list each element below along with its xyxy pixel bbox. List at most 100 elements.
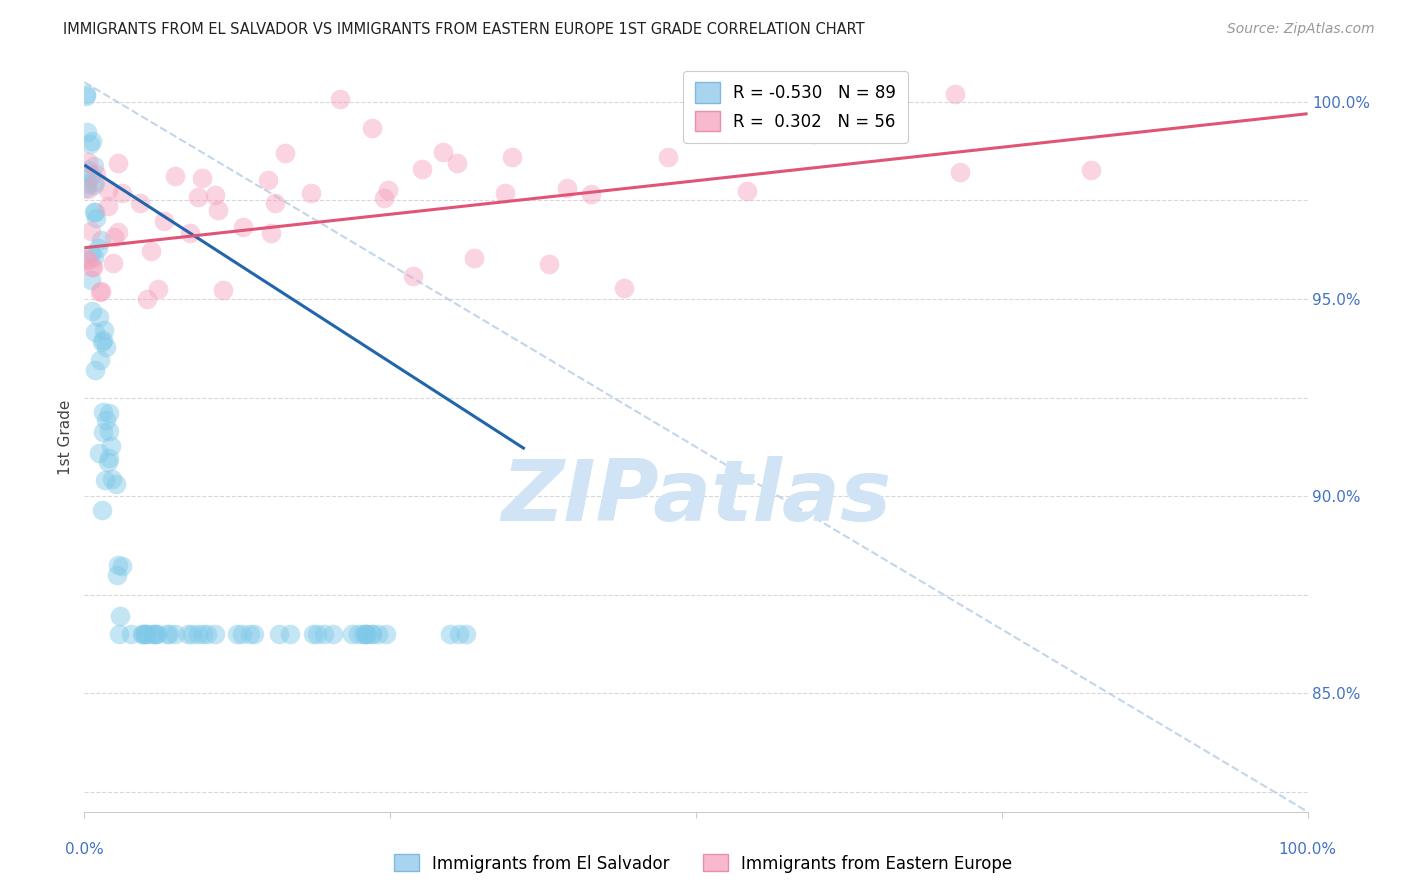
Point bbox=[207, 202, 229, 217]
Point bbox=[195, 627, 218, 641]
Point bbox=[83, 250, 105, 264]
Point bbox=[1080, 163, 1102, 178]
Point bbox=[153, 214, 176, 228]
Point bbox=[340, 627, 363, 641]
Point bbox=[101, 256, 124, 270]
Point bbox=[354, 627, 377, 641]
Point bbox=[89, 285, 111, 299]
Point bbox=[242, 627, 264, 641]
Point bbox=[87, 310, 110, 325]
Point bbox=[91, 425, 114, 439]
Point bbox=[97, 406, 120, 420]
Point bbox=[136, 292, 159, 306]
Point bbox=[93, 323, 115, 337]
Point bbox=[97, 199, 120, 213]
Point bbox=[446, 156, 468, 170]
Point bbox=[98, 424, 121, 438]
Point bbox=[83, 175, 105, 189]
Point bbox=[134, 627, 156, 641]
Point bbox=[377, 183, 399, 197]
Point bbox=[107, 155, 129, 169]
Point bbox=[299, 186, 322, 200]
Point bbox=[260, 227, 283, 241]
Y-axis label: 1st Grade: 1st Grade bbox=[58, 400, 73, 475]
Point bbox=[361, 627, 384, 641]
Point bbox=[356, 627, 378, 641]
Text: Source: ZipAtlas.com: Source: ZipAtlas.com bbox=[1227, 22, 1375, 37]
Point bbox=[180, 627, 202, 641]
Point bbox=[145, 627, 167, 641]
Point bbox=[212, 283, 235, 297]
Point bbox=[187, 627, 209, 641]
Point bbox=[139, 244, 162, 258]
Point bbox=[257, 173, 280, 187]
Point bbox=[77, 163, 100, 178]
Point bbox=[179, 226, 201, 240]
Point bbox=[176, 627, 198, 641]
Point bbox=[267, 627, 290, 641]
Point bbox=[84, 325, 107, 339]
Text: IMMIGRANTS FROM EL SALVADOR VS IMMIGRANTS FROM EASTERN EUROPE 1ST GRADE CORRELAT: IMMIGRANTS FROM EL SALVADOR VS IMMIGRANT… bbox=[63, 22, 865, 37]
Point bbox=[91, 334, 114, 349]
Point bbox=[579, 186, 602, 201]
Point bbox=[347, 627, 370, 641]
Point bbox=[80, 134, 103, 148]
Point bbox=[501, 150, 523, 164]
Point bbox=[134, 627, 156, 641]
Point bbox=[110, 609, 132, 624]
Point bbox=[204, 188, 226, 202]
Point bbox=[80, 247, 103, 261]
Point bbox=[354, 627, 377, 641]
Point bbox=[454, 627, 477, 641]
Point bbox=[100, 472, 122, 486]
Point bbox=[447, 627, 470, 641]
Point bbox=[803, 127, 825, 141]
Point bbox=[302, 627, 325, 641]
Point bbox=[91, 334, 114, 348]
Point bbox=[84, 167, 107, 181]
Legend: R = -0.530   N = 89, R =  0.302   N = 56: R = -0.530 N = 89, R = 0.302 N = 56 bbox=[683, 70, 908, 143]
Point bbox=[148, 282, 170, 296]
Point bbox=[204, 627, 226, 641]
Point bbox=[135, 627, 157, 641]
Point bbox=[232, 219, 254, 234]
Point bbox=[90, 284, 112, 298]
Point bbox=[107, 225, 129, 239]
Point bbox=[79, 136, 101, 151]
Point bbox=[107, 558, 129, 572]
Point bbox=[91, 405, 114, 419]
Point bbox=[231, 627, 253, 641]
Point bbox=[225, 627, 247, 641]
Point bbox=[90, 233, 112, 247]
Point bbox=[76, 182, 98, 196]
Point bbox=[274, 145, 297, 160]
Point bbox=[361, 121, 384, 136]
Point bbox=[373, 191, 395, 205]
Point bbox=[264, 195, 287, 210]
Point bbox=[120, 627, 142, 641]
Point bbox=[367, 627, 389, 641]
Point bbox=[83, 205, 105, 219]
Point bbox=[97, 455, 120, 469]
Point bbox=[402, 268, 425, 283]
Point bbox=[278, 627, 301, 641]
Point bbox=[322, 627, 344, 641]
Point bbox=[80, 224, 103, 238]
Point bbox=[96, 340, 118, 354]
Point bbox=[949, 165, 972, 179]
Point bbox=[494, 186, 516, 200]
Point bbox=[82, 304, 104, 318]
Point bbox=[75, 87, 97, 101]
Point bbox=[613, 280, 636, 294]
Point bbox=[157, 627, 180, 641]
Point bbox=[83, 159, 105, 173]
Point bbox=[108, 627, 131, 641]
Point bbox=[75, 89, 97, 103]
Point bbox=[314, 627, 336, 641]
Point bbox=[156, 627, 179, 641]
Point bbox=[432, 145, 454, 159]
Point bbox=[111, 558, 134, 573]
Point bbox=[96, 413, 118, 427]
Point bbox=[105, 568, 128, 582]
Point bbox=[77, 155, 100, 169]
